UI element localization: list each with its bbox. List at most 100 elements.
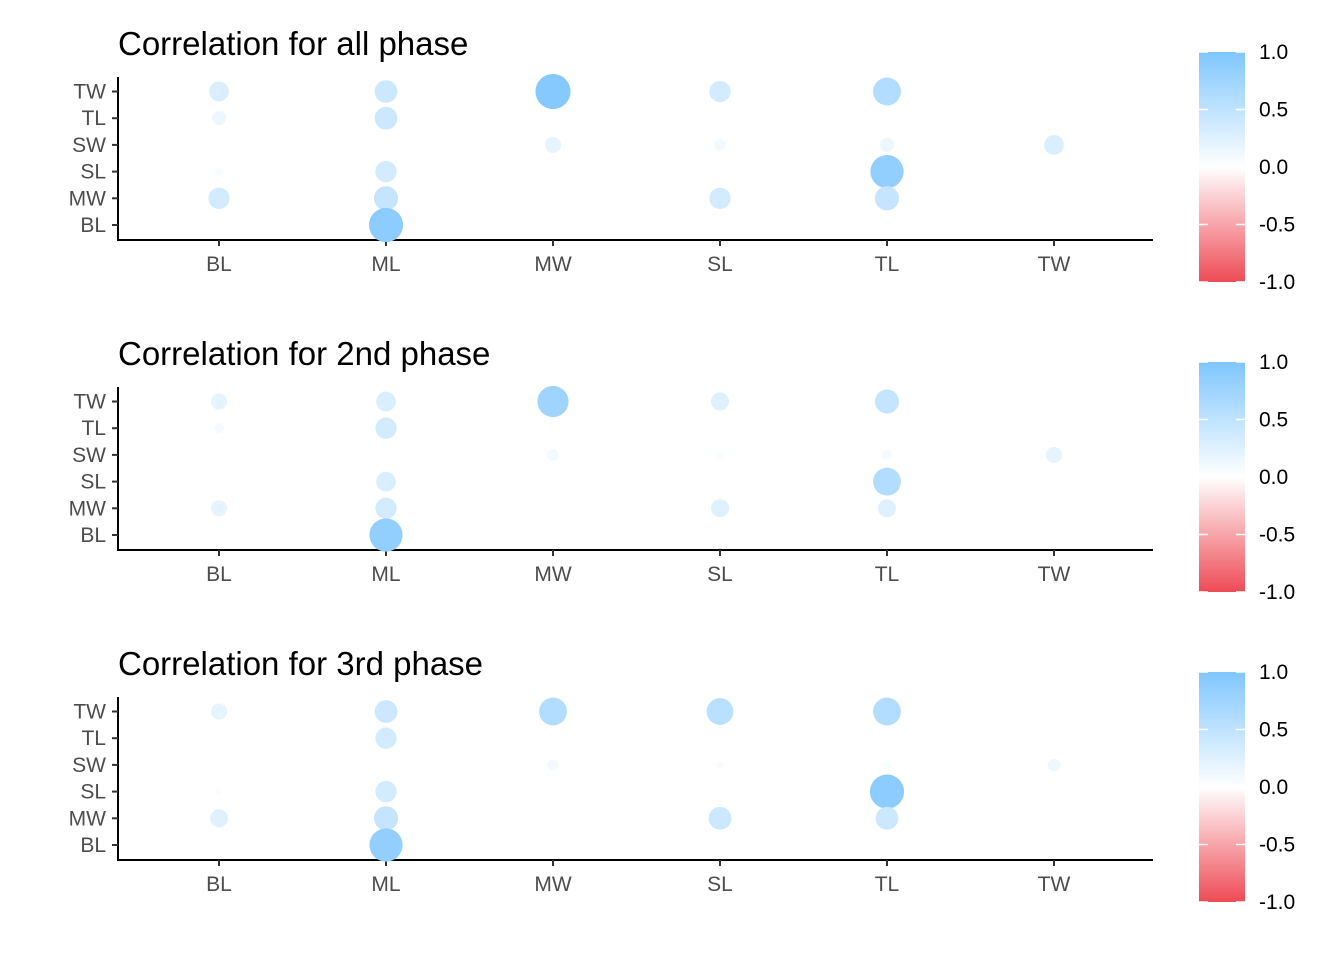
- correlation-point: [208, 187, 230, 209]
- legend-tick-label: -1.0: [1259, 891, 1295, 914]
- legend-tick-label: 0.5: [1259, 409, 1288, 432]
- correlation-point: [210, 809, 228, 828]
- correlation-point: [210, 703, 228, 720]
- legend-tick-label: 1.0: [1259, 661, 1288, 684]
- correlation-point: [715, 450, 725, 460]
- correlation-point: [539, 697, 567, 726]
- correlation-point: [882, 760, 892, 770]
- x-tick-label: TL: [875, 873, 900, 896]
- correlation-point: [383, 452, 389, 458]
- y-tick-label: TW: [73, 391, 106, 414]
- correlation-point: [870, 155, 904, 189]
- legend-tick-label: -0.5: [1259, 524, 1295, 547]
- correlation-point: [373, 186, 399, 211]
- correlation-point: [209, 81, 229, 102]
- correlation-point: [711, 392, 729, 411]
- legend-tick-label: 0.0: [1259, 466, 1288, 489]
- legend-tick-label: 1.0: [1259, 41, 1288, 64]
- correlation-point: [709, 80, 731, 103]
- correlation-point: [881, 449, 893, 460]
- correlation-point: [547, 759, 559, 771]
- correlation-panel-3: Correlation for 3rd phase BL MW SL SW TL TW BL M…: [69, 645, 1296, 914]
- correlation-point: [375, 727, 397, 749]
- correlation-point: [216, 142, 222, 148]
- correlation-point: [544, 136, 562, 153]
- legend-tick-label: 0.5: [1259, 99, 1288, 122]
- y-tick-label: SL: [80, 161, 106, 184]
- correlation-point: [873, 697, 901, 726]
- x-tick-label: TW: [1038, 253, 1071, 276]
- correlation-point: [375, 417, 397, 439]
- correlation-point: [709, 187, 731, 209]
- x-tick-label: MW: [534, 563, 571, 586]
- legend-tick-label: -1.0: [1259, 271, 1295, 294]
- correlation-point: [708, 806, 732, 830]
- correlation-point: [212, 111, 226, 126]
- panel-title: Correlation for 2nd phase: [118, 335, 490, 372]
- x-tick-label: ML: [371, 873, 400, 896]
- y-tick-label: MW: [69, 497, 106, 520]
- correlation-point: [714, 139, 726, 151]
- correlation-panel-2: Correlation for 2nd phase BL MW SL SW TL TW BL M…: [69, 335, 1296, 604]
- x-tick-label: TW: [1038, 873, 1071, 896]
- y-tick-label: TL: [81, 107, 106, 130]
- x-tick-label: BL: [206, 563, 232, 586]
- y-tick-label: SL: [80, 781, 106, 804]
- correlation-point: [873, 467, 901, 496]
- correlation-point: [369, 828, 403, 862]
- x-tick-label: ML: [371, 563, 400, 586]
- x-tick-label: SL: [707, 873, 733, 896]
- legend-tick-label: 1.0: [1259, 351, 1288, 374]
- legend-tick-label: -0.5: [1259, 834, 1295, 857]
- y-tick-label: SW: [72, 754, 106, 777]
- x-tick-label: BL: [206, 253, 232, 276]
- correlation-point: [878, 499, 896, 518]
- correlation-point: [1045, 446, 1063, 463]
- correlation-point: [374, 106, 398, 130]
- correlation-point: [376, 391, 396, 412]
- x-tick-label: BL: [206, 873, 232, 896]
- x-tick-label: TL: [875, 563, 900, 586]
- y-tick-label: MW: [69, 807, 106, 830]
- correlation-point: [375, 780, 397, 803]
- correlation-point: [375, 497, 397, 519]
- correlation-point: [374, 80, 398, 103]
- correlation-point: [383, 142, 389, 148]
- correlation-point: [869, 774, 905, 809]
- correlation-point: [376, 471, 396, 492]
- correlation-point: [880, 137, 894, 152]
- correlation-point: [537, 385, 569, 418]
- correlation-point: [1044, 135, 1064, 155]
- x-tick-label: TL: [875, 253, 900, 276]
- x-tick-label: MW: [534, 873, 571, 896]
- x-tick-label: MW: [534, 253, 571, 276]
- x-tick-label: TW: [1038, 563, 1071, 586]
- correlation-point: [213, 423, 225, 434]
- correlation-point: [1047, 758, 1061, 772]
- correlation-point: [215, 788, 223, 796]
- correlation-point: [873, 77, 901, 106]
- correlation-point: [210, 500, 228, 517]
- correlation-point: [711, 499, 729, 518]
- y-tick-label: TW: [73, 81, 106, 104]
- y-tick-label: TL: [81, 727, 106, 750]
- y-tick-label: MW: [69, 187, 106, 210]
- y-tick-label: SL: [80, 471, 106, 494]
- correlation-point: [375, 160, 397, 183]
- correlation-point: [369, 518, 403, 552]
- x-tick-label: SL: [707, 563, 733, 586]
- y-tick-label: BL: [80, 214, 106, 237]
- y-tick-label: BL: [80, 834, 106, 857]
- correlation-point: [535, 73, 571, 110]
- legend-tick-label: 0.0: [1259, 776, 1288, 799]
- correlation-point: [706, 698, 734, 725]
- y-tick-label: BL: [80, 524, 106, 547]
- y-tick-label: TL: [81, 417, 106, 440]
- correlation-point: [373, 806, 399, 831]
- correlation-point: [875, 806, 899, 830]
- correlation-point: [874, 389, 900, 414]
- correlation-point: [874, 186, 900, 211]
- panel-title: Correlation for all phase: [118, 25, 468, 62]
- x-tick-label: SL: [707, 253, 733, 276]
